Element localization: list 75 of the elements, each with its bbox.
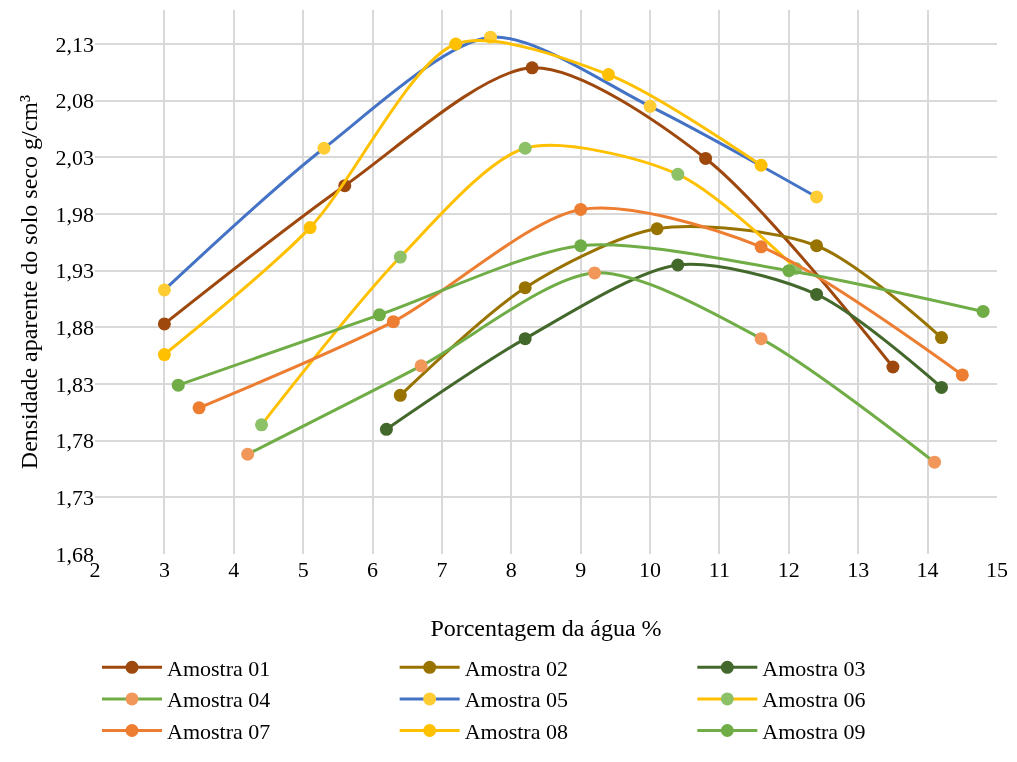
y-tick-label: 1,78	[55, 428, 94, 454]
point	[157, 348, 171, 362]
point	[317, 141, 331, 155]
point	[518, 281, 532, 295]
point	[810, 190, 824, 204]
y-tick-label: 2,08	[55, 88, 94, 114]
x-tick-label: 14	[916, 557, 939, 582]
point	[171, 378, 185, 392]
x-tick-label: 3	[158, 557, 170, 582]
x-tick-label: 10	[639, 557, 662, 582]
x-tick-label: 11	[708, 557, 731, 582]
point	[650, 222, 664, 236]
x-tick-label: 8	[505, 557, 517, 582]
point	[935, 380, 948, 394]
legend-label: Amostra 08	[464, 719, 568, 745]
point	[810, 239, 824, 253]
x-tick-label: 5	[297, 557, 309, 582]
legend-label: Amostra 07	[167, 719, 271, 745]
x-tick-label: 9	[575, 557, 587, 582]
point	[192, 401, 206, 415]
point	[303, 221, 317, 235]
point	[935, 331, 948, 345]
y-tick-label: 1,98	[55, 201, 94, 227]
y-tick-label: 2,13	[55, 31, 94, 57]
x-tick-label: 7	[436, 557, 448, 582]
y-tick-label: 1,83	[55, 371, 94, 397]
point	[449, 37, 463, 51]
point	[393, 250, 407, 264]
point	[671, 167, 685, 181]
legend-label: Amostra 09	[762, 719, 866, 745]
x-axis-title: Porcentagem da água %	[430, 615, 662, 641]
point	[574, 202, 588, 216]
y-tick-label: 2,03	[55, 145, 94, 171]
point	[886, 360, 900, 374]
y-tick-label: 1,88	[55, 315, 94, 341]
y-tick-label: 1,73	[55, 485, 94, 511]
point	[810, 287, 824, 301]
legend-label: Amostra 06	[762, 687, 866, 713]
point	[754, 332, 768, 346]
x-tick-label: 6	[367, 557, 379, 582]
point	[643, 99, 657, 113]
y-axis-title: Densidade aparente do solo seco g/cm³	[16, 94, 42, 470]
point	[588, 266, 602, 280]
x-tick-label: 15	[986, 557, 1008, 582]
legend-label: Amostra 03	[762, 655, 866, 681]
point	[601, 68, 615, 82]
legend-label: Amostra 05	[464, 687, 568, 713]
point	[754, 158, 768, 172]
point	[671, 258, 685, 272]
point	[255, 418, 269, 432]
point	[157, 317, 171, 331]
point	[518, 141, 532, 155]
legend-label: Amostra 01	[167, 655, 271, 681]
point	[157, 283, 171, 297]
point	[525, 61, 539, 75]
point	[928, 455, 942, 469]
point	[393, 388, 407, 402]
point	[241, 447, 255, 461]
point	[379, 422, 393, 436]
point	[699, 151, 713, 165]
point	[518, 332, 532, 346]
legend-label: Amostra 04	[167, 687, 271, 713]
point	[574, 239, 588, 253]
point	[372, 308, 386, 322]
point	[386, 315, 400, 329]
legend-label: Amostra 02	[464, 655, 568, 681]
point	[754, 240, 768, 254]
x-tick-label: 12	[777, 557, 800, 582]
x-tick-label: 4	[228, 557, 240, 582]
x-tick-label: 13	[847, 557, 870, 582]
y-tick-label: 1,93	[55, 258, 94, 284]
point	[976, 304, 990, 318]
point	[414, 359, 428, 373]
point	[782, 264, 796, 278]
point	[955, 368, 969, 382]
